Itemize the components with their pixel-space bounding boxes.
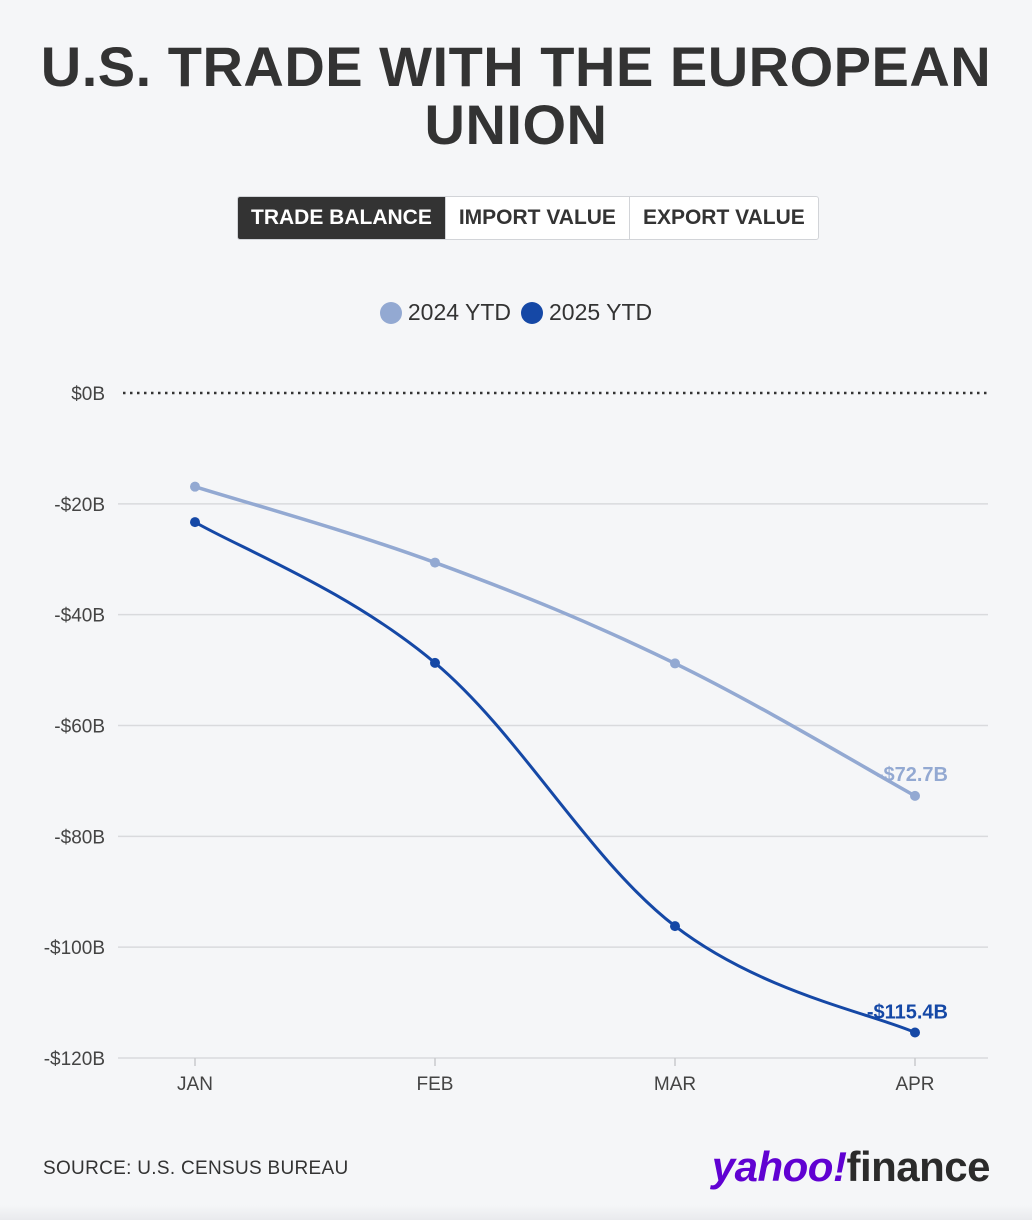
x-tick-label: MAR <box>654 1074 696 1095</box>
legend-swatch-2025 <box>521 301 543 324</box>
data-point-2024 <box>190 481 200 492</box>
yahoo-finance-logo: yahoo!finance <box>711 1142 991 1192</box>
data-point-2024 <box>910 790 920 801</box>
series-line-2024 <box>194 484 916 798</box>
chart-title: U.S. TRADE WITH THE EUROPEAN UNION <box>40 35 992 156</box>
brand-finance: finance <box>846 1143 990 1190</box>
data-point-2025 <box>430 657 440 668</box>
tab-trade-balance[interactable]: TRADE BALANCE <box>238 197 446 239</box>
x-tick-label: APR <box>895 1074 934 1095</box>
y-tick-label: -$100B <box>44 938 105 959</box>
x-tick-label: FEB <box>417 1074 454 1095</box>
data-point-2024 <box>670 658 680 669</box>
brand-yahoo: yahoo! <box>711 1143 847 1190</box>
data-point-2024 <box>430 557 440 568</box>
data-point-2025 <box>670 921 680 932</box>
end-value-label-2025: -$115.4B <box>867 1002 948 1024</box>
bottom-band <box>0 1205 1032 1220</box>
y-tick-label: -$60B <box>54 717 105 738</box>
legend-item-2025[interactable]: 2025 YTD <box>521 299 652 326</box>
legend-label-2024: 2024 YTD <box>407 299 511 325</box>
legend-item-2024[interactable]: 2024 YTD <box>379 299 511 326</box>
end-value-label-2024: -$72.7B <box>877 764 948 786</box>
data-point-2025 <box>190 517 200 528</box>
source-note: SOURCE: U.S. CENSUS BUREAU <box>43 1158 349 1179</box>
y-tick-label: -$120B <box>44 1049 105 1070</box>
y-tick-label: $0B <box>71 384 105 405</box>
y-tick-label: -$80B <box>54 827 105 848</box>
legend: 2024 YTD 2025 YTD <box>0 299 1032 326</box>
legend-label-2025: 2025 YTD <box>549 299 653 325</box>
data-point-2025 <box>910 1027 920 1038</box>
view-tabs: TRADE BALANCE IMPORT VALUE EXPORT VALUE <box>237 196 819 240</box>
line-chart: $0B -$20B -$40B -$60B -$80B -$100B -$120B JAN FE… <box>44 384 988 1095</box>
y-tick-label: -$40B <box>54 606 105 627</box>
tab-import-value[interactable]: IMPORT VALUE <box>446 197 630 239</box>
tab-export-value[interactable]: EXPORT VALUE <box>642 206 805 229</box>
x-tick-label: JAN <box>177 1074 213 1095</box>
legend-swatch-2024 <box>379 301 402 324</box>
series-line-2025 <box>194 520 916 1034</box>
y-tick-label: -$20B <box>54 495 105 516</box>
